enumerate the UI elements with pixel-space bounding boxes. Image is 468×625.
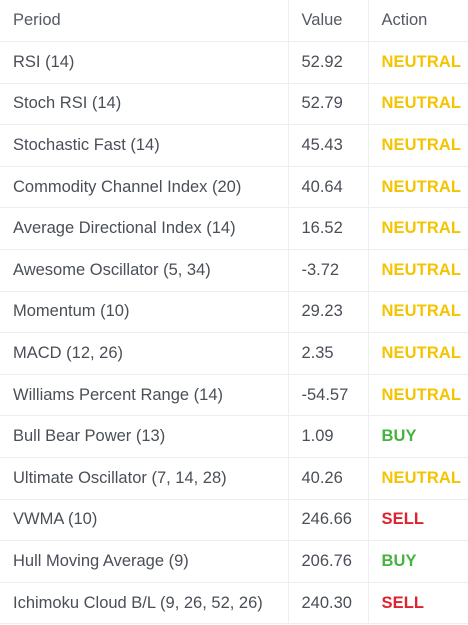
- action-signal: NEUTRAL: [367, 124, 468, 167]
- indicator-name: Ichimoku Cloud B/L (9, 26, 52, 26): [0, 581, 289, 625]
- header-action: Action: [367, 0, 468, 42]
- action-signal: SELL: [367, 581, 468, 625]
- indicator-value: 45.43: [287, 124, 369, 167]
- indicator-name: RSI (14): [0, 41, 289, 84]
- table-row: Williams Percent Range (14) -54.57 NEUTRAL: [0, 373, 468, 417]
- indicator-name: Average Directional Index (14): [0, 207, 289, 250]
- header-value: Value: [287, 0, 369, 42]
- action-signal: NEUTRAL: [367, 373, 468, 417]
- action-signal: SELL: [367, 498, 468, 542]
- indicator-value: -3.72: [287, 248, 369, 292]
- indicator-value: 52.92: [287, 41, 369, 84]
- action-signal: BUY: [367, 415, 468, 458]
- action-signal: NEUTRAL: [367, 41, 468, 84]
- table-row: Awesome Oscillator (5, 34) -3.72 NEUTRAL: [0, 248, 468, 292]
- indicator-name: Stoch RSI (14): [0, 82, 289, 126]
- indicator-value: 40.26: [287, 456, 369, 500]
- indicator-value: 240.30: [287, 581, 369, 625]
- table-row: Momentum (10) 29.23 NEUTRAL: [0, 290, 468, 334]
- indicator-name: MACD (12, 26): [0, 332, 289, 375]
- indicator-value: 206.76: [287, 540, 369, 583]
- indicator-value: 16.52: [287, 207, 369, 250]
- header-period: Period: [0, 0, 289, 42]
- table-row: VWMA (10) 246.66 SELL: [0, 498, 468, 542]
- indicator-name: Ultimate Oscillator (7, 14, 28): [0, 456, 289, 500]
- indicator-value: 29.23: [287, 290, 369, 334]
- indicator-name: Commodity Channel Index (20): [0, 165, 289, 209]
- table-row: Ichimoku Cloud B/L (9, 26, 52, 26) 240.30…: [0, 581, 468, 625]
- indicator-name: Stochastic Fast (14): [0, 124, 289, 167]
- indicator-name: Hull Moving Average (9): [0, 540, 289, 583]
- indicator-name: Momentum (10): [0, 290, 289, 334]
- table-row: Commodity Channel Index (20) 40.64 NEUTRAL: [0, 165, 468, 209]
- indicator-value: 1.09: [287, 415, 369, 458]
- table-row: Average Directional Index (14) 16.52 NEUTR…: [0, 207, 468, 250]
- action-signal: NEUTRAL: [367, 82, 468, 126]
- table-header-row: Period Value Action: [0, 0, 468, 42]
- indicator-name: VWMA (10): [0, 498, 289, 542]
- table-row: RSI (14) 52.92 NEUTRAL: [0, 41, 468, 84]
- indicator-value: 52.79: [287, 82, 369, 126]
- table-row: Stochastic Fast (14) 45.43 NEUTRAL: [0, 124, 468, 167]
- table-row: Hull Moving Average (9) 206.76 BUY: [0, 540, 468, 583]
- action-signal: NEUTRAL: [367, 332, 468, 375]
- indicator-name: Awesome Oscillator (5, 34): [0, 248, 289, 292]
- table-row: MACD (12, 26) 2.35 NEUTRAL: [0, 332, 468, 375]
- action-signal: BUY: [367, 540, 468, 583]
- table-row: Ultimate Oscillator (7, 14, 28) 40.26 NEUT…: [0, 456, 468, 500]
- table-row: Stoch RSI (14) 52.79 NEUTRAL: [0, 82, 468, 126]
- table-row: Bull Bear Power (13) 1.09 BUY: [0, 415, 468, 458]
- action-signal: NEUTRAL: [367, 248, 468, 292]
- action-signal: NEUTRAL: [367, 207, 468, 250]
- indicator-value: 40.64: [287, 165, 369, 209]
- action-signal: NEUTRAL: [367, 165, 468, 209]
- action-signal: NEUTRAL: [367, 290, 468, 334]
- indicator-value: 2.35: [287, 332, 369, 375]
- indicator-name: Bull Bear Power (13): [0, 415, 289, 458]
- action-signal: NEUTRAL: [367, 456, 468, 500]
- indicator-name: Williams Percent Range (14): [0, 373, 289, 417]
- indicator-value: 246.66: [287, 498, 369, 542]
- indicator-value: -54.57: [287, 373, 369, 417]
